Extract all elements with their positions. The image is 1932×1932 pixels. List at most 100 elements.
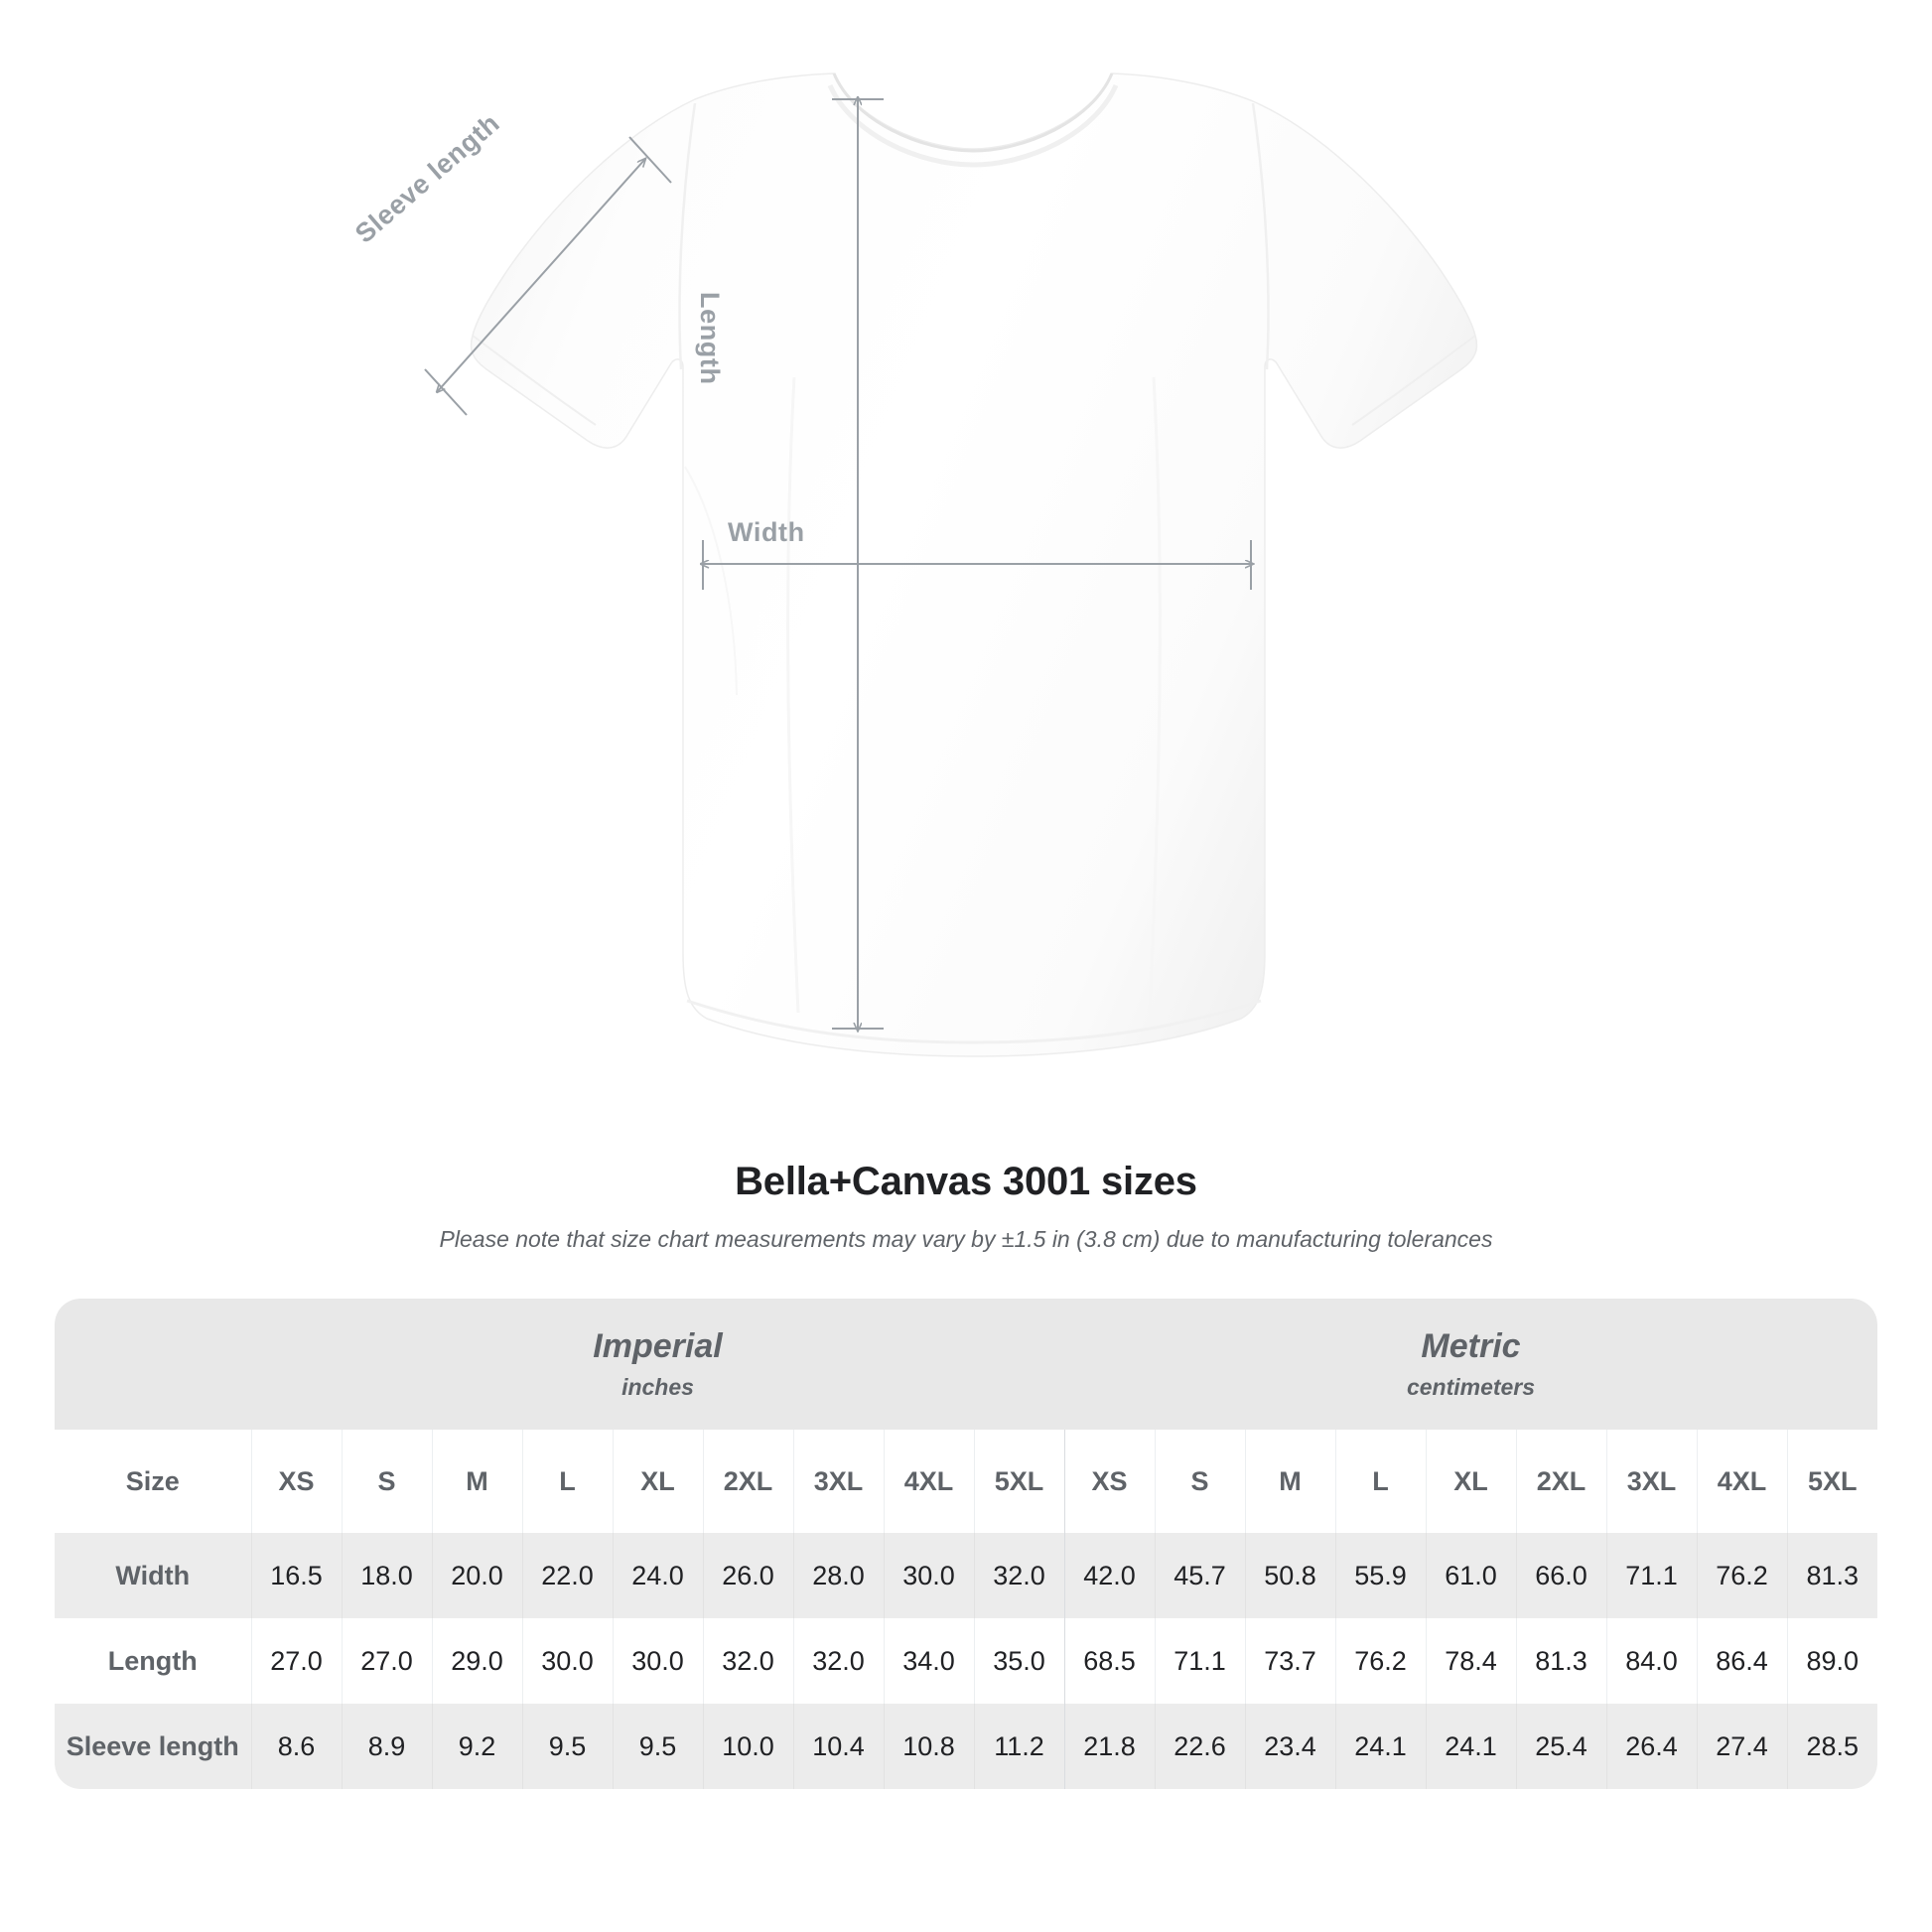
measurement-cell: 23.4 bbox=[1244, 1704, 1335, 1789]
measurement-cell: 30.0 bbox=[883, 1533, 974, 1618]
measurement-cell: 45.7 bbox=[1154, 1533, 1245, 1618]
measurement-cell: 34.0 bbox=[883, 1618, 974, 1704]
tshirt-illustration: Sleeve length Length Width bbox=[349, 72, 1478, 1057]
measurement-cell: 18.0 bbox=[341, 1533, 432, 1618]
size-column-header: 5XL bbox=[1786, 1430, 1877, 1533]
measurement-cell: 28.5 bbox=[1786, 1704, 1877, 1789]
measurement-cell: 24.1 bbox=[1425, 1704, 1516, 1789]
measurement-cell: 24.0 bbox=[612, 1533, 703, 1618]
measurement-cell: 20.0 bbox=[431, 1533, 522, 1618]
size-column-header: 5XL bbox=[973, 1430, 1064, 1533]
measurement-cell: 30.0 bbox=[612, 1618, 703, 1704]
measurement-row-label: Length bbox=[55, 1618, 251, 1704]
unit-group-header-row: Imperial inches Metric centimeters bbox=[55, 1299, 1877, 1430]
title-block: Bella+Canvas 3001 sizes Please note that… bbox=[0, 1160, 1932, 1253]
measurement-cell: 10.0 bbox=[702, 1704, 793, 1789]
size-column-header: M bbox=[431, 1430, 522, 1533]
unit-group-sub: centimeters bbox=[1406, 1373, 1536, 1400]
size-column-header: 2XL bbox=[1515, 1430, 1606, 1533]
unit-group-name: Imperial bbox=[593, 1327, 723, 1366]
measurement-row-label: Width bbox=[55, 1533, 251, 1618]
unit-group-imperial: Imperial inches bbox=[251, 1299, 1064, 1430]
measurement-cell: 26.4 bbox=[1605, 1704, 1697, 1789]
width-dimension-arrow bbox=[701, 540, 1253, 590]
size-column-header: 4XL bbox=[1696, 1430, 1787, 1533]
size-column-header: S bbox=[341, 1430, 432, 1533]
size-column-header: L bbox=[521, 1430, 613, 1533]
measurement-cell: 66.0 bbox=[1515, 1533, 1606, 1618]
size-column-header: XL bbox=[1425, 1430, 1516, 1533]
length-label: Length bbox=[695, 292, 725, 385]
table-row: Sleeve length 8.6 8.9 9.2 9.5 9.5 10.0 10.4 10.8… bbox=[55, 1704, 1877, 1789]
size-column-header: L bbox=[1334, 1430, 1426, 1533]
measurement-cell: 32.0 bbox=[792, 1618, 884, 1704]
size-chart-table: Imperial inches Metric centimeters Size XS S… bbox=[55, 1299, 1877, 1789]
measurement-cell: 10.4 bbox=[792, 1704, 884, 1789]
measurement-cell: 76.2 bbox=[1696, 1533, 1787, 1618]
measurement-cell: 9.5 bbox=[521, 1704, 613, 1789]
measurement-cell: 22.0 bbox=[521, 1533, 613, 1618]
measurement-cell: 16.5 bbox=[250, 1533, 342, 1618]
unit-row-spacer bbox=[55, 1299, 251, 1430]
measurement-cell: 35.0 bbox=[973, 1618, 1064, 1704]
measurement-cell: 27.0 bbox=[341, 1618, 432, 1704]
size-column-header: XS bbox=[250, 1430, 342, 1533]
measurement-cell: 27.0 bbox=[250, 1618, 342, 1704]
measurement-cell: 26.0 bbox=[702, 1533, 793, 1618]
measurement-cell: 86.4 bbox=[1696, 1618, 1787, 1704]
measurement-cell: 84.0 bbox=[1605, 1618, 1697, 1704]
measurement-cell: 73.7 bbox=[1244, 1618, 1335, 1704]
tolerance-note: Please note that size chart measurements… bbox=[439, 1226, 1493, 1252]
measurement-cell: 76.2 bbox=[1334, 1618, 1426, 1704]
size-column-header: 3XL bbox=[792, 1430, 884, 1533]
measurement-cell: 25.4 bbox=[1515, 1704, 1606, 1789]
measurement-cell: 89.0 bbox=[1786, 1618, 1877, 1704]
size-column-header: 3XL bbox=[1605, 1430, 1697, 1533]
measurement-cell: 68.5 bbox=[1063, 1618, 1155, 1704]
table-row: Length 27.0 27.0 29.0 30.0 30.0 32.0 32.0 34.0 35… bbox=[55, 1618, 1877, 1704]
measurement-cell: 81.3 bbox=[1515, 1618, 1606, 1704]
measurement-cell: 61.0 bbox=[1425, 1533, 1516, 1618]
size-column-header: M bbox=[1244, 1430, 1335, 1533]
page-title: Bella+Canvas 3001 sizes bbox=[735, 1160, 1197, 1203]
measurement-cell: 9.2 bbox=[431, 1704, 522, 1789]
measurement-cell: 30.0 bbox=[521, 1618, 613, 1704]
measurement-cell: 55.9 bbox=[1334, 1533, 1426, 1618]
size-chart-body: Width 16.5 18.0 20.0 22.0 24.0 26.0 28.0 30.0 32.… bbox=[55, 1533, 1877, 1789]
unit-group-sub: inches bbox=[621, 1373, 694, 1400]
size-column-header: 4XL bbox=[883, 1430, 974, 1533]
measurement-cell: 28.0 bbox=[792, 1533, 884, 1618]
measurement-cell: 8.6 bbox=[250, 1704, 342, 1789]
measurement-cell: 32.0 bbox=[973, 1533, 1064, 1618]
measurement-cell: 50.8 bbox=[1244, 1533, 1335, 1618]
size-header-row: Size XS S M L XL 2XL 3XL 4XL 5XL XS S M L XL 2XL 3XL 4XL… bbox=[55, 1430, 1877, 1533]
size-row-label: Size bbox=[55, 1430, 251, 1533]
size-chart-table-wrapper: Imperial inches Metric centimeters Size XS S… bbox=[55, 1299, 1877, 1789]
table-row: Width 16.5 18.0 20.0 22.0 24.0 26.0 28.0 30.0 32.… bbox=[55, 1533, 1877, 1618]
measurement-cell: 22.6 bbox=[1154, 1704, 1245, 1789]
tshirt-diagram-svg bbox=[424, 72, 1478, 1057]
measurement-cell: 42.0 bbox=[1063, 1533, 1155, 1618]
measurement-cell: 24.1 bbox=[1334, 1704, 1426, 1789]
measurement-cell: 10.8 bbox=[883, 1704, 974, 1789]
width-label: Width bbox=[728, 517, 805, 547]
size-column-header: 2XL bbox=[702, 1430, 793, 1533]
measurement-cell: 71.1 bbox=[1154, 1618, 1245, 1704]
measurement-cell: 9.5 bbox=[612, 1704, 703, 1789]
size-column-header: S bbox=[1154, 1430, 1245, 1533]
measurement-cell: 29.0 bbox=[431, 1618, 522, 1704]
measurement-cell: 81.3 bbox=[1786, 1533, 1877, 1618]
measurement-cell: 27.4 bbox=[1696, 1704, 1787, 1789]
measurement-cell: 21.8 bbox=[1063, 1704, 1155, 1789]
unit-group-metric: Metric centimeters bbox=[1064, 1299, 1877, 1430]
measurement-cell: 8.9 bbox=[341, 1704, 432, 1789]
sleeve-length-dimension-arrow bbox=[424, 136, 672, 416]
measurement-cell: 78.4 bbox=[1425, 1618, 1516, 1704]
measurement-cell: 11.2 bbox=[973, 1704, 1064, 1789]
measurement-cell: 71.1 bbox=[1605, 1533, 1697, 1618]
unit-group-name: Metric bbox=[1421, 1327, 1521, 1366]
size-column-header: XL bbox=[612, 1430, 703, 1533]
size-column-header: XS bbox=[1063, 1430, 1155, 1533]
measurement-cell: 32.0 bbox=[702, 1618, 793, 1704]
measurement-row-label: Sleeve length bbox=[55, 1704, 251, 1789]
